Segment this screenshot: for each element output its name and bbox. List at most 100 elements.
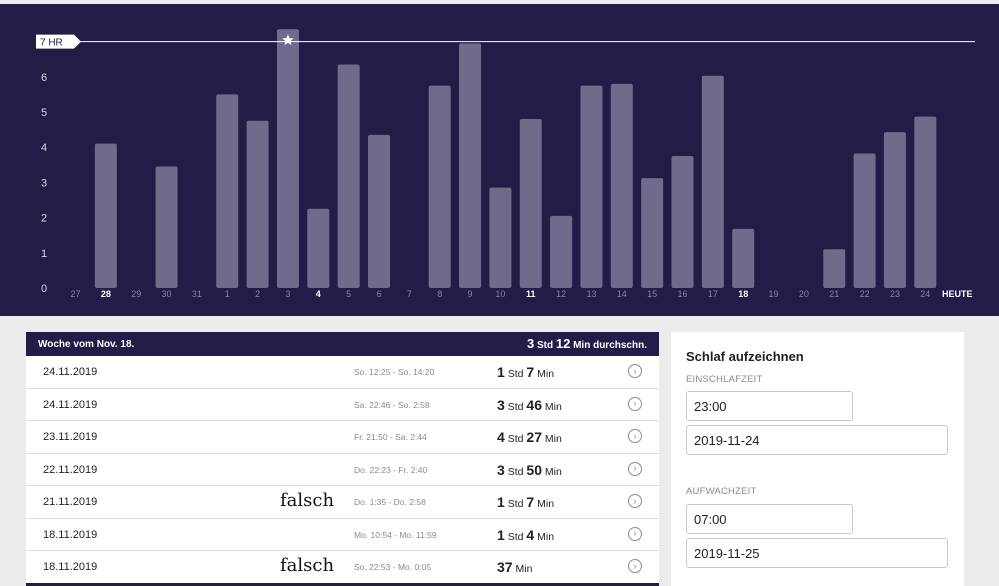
sleep-bar[interactable] (580, 85, 603, 288)
sleep-time-label: EINSCHLAFZEIT (686, 374, 763, 385)
row-minutes: 7 (526, 364, 535, 380)
chevron-right-circle-icon[interactable]: › (628, 461, 642, 476)
row-minutes-unit: Min (537, 498, 555, 510)
x-tick-label: 12 (556, 289, 566, 299)
row-duration: 1 Std 7 Min (497, 494, 554, 510)
sleep-bar[interactable] (550, 215, 573, 288)
row-hours: 4 (497, 429, 505, 445)
chevron-right-circle-icon[interactable]: › (628, 364, 642, 378)
sleep-bar[interactable] (671, 156, 694, 288)
x-tick-label: 21 (829, 289, 839, 299)
today-label: HEUTE (942, 289, 973, 299)
x-tick-label: 3 (285, 289, 290, 299)
sleep-bar[interactable] (641, 178, 664, 288)
table-row[interactable]: 22.11.2019 Do. 22:23 - Fr. 2:40 3 Std 50 M… (26, 454, 659, 486)
average-duration: 3 Std 12 Min durchschn. (527, 336, 647, 351)
row-hours: 3 (497, 396, 505, 413)
table-row[interactable]: 21.11.2019 falsch Do. 1:35 - Do. 2:58 1 Std… (26, 486, 659, 519)
sleep-bar[interactable] (216, 94, 239, 289)
sleep-date-input[interactable]: 2019-11-24 (686, 425, 948, 455)
x-tick-label: 4 (316, 289, 321, 299)
x-tick-label: 10 (495, 289, 505, 299)
goal-label: 7 HR (40, 38, 63, 49)
x-tick-label: 27 (70, 289, 80, 299)
row-minutes: 37 (497, 559, 513, 575)
row-minutes-unit: Min (515, 563, 533, 575)
row-minutes-unit: Min (537, 368, 555, 380)
sleep-bar[interactable] (489, 187, 512, 288)
x-tick-label: 22 (860, 289, 870, 299)
sleep-bar[interactable] (94, 143, 117, 288)
sleep-bar[interactable] (368, 134, 390, 288)
row-hours-unit: Std (507, 498, 524, 510)
y-tick-label: 4 (41, 142, 47, 154)
row-duration: 37 Min (497, 559, 532, 575)
row-minutes-unit: Min (544, 433, 562, 445)
wake-time-input[interactable]: 07:00 (686, 504, 853, 534)
sleep-bar[interactable] (519, 119, 542, 288)
x-tick-label: 24 (920, 289, 930, 299)
sleep-bar[interactable] (307, 208, 330, 288)
avg-minutes-unit: Min durchschn. (573, 340, 647, 351)
row-hours-unit: Std (507, 368, 524, 380)
row-date: 18.11.2019 (43, 528, 98, 541)
sleep-bar[interactable] (337, 64, 360, 288)
row-duration: 1 Std 4 Min (497, 527, 554, 543)
table-row[interactable]: 23.11.2019 Fr. 21:50 - Sa. 2:44 4 Std 27 M… (26, 421, 659, 454)
avg-hours-unit: Std (536, 340, 554, 351)
sleep-bar[interactable] (459, 43, 482, 288)
record-sleep-form: Schlaf aufzeichnen EINSCHLAFZEIT 23:00 2… (671, 332, 964, 586)
row-time-range: Do. 1:35 - Do. 2:58 (354, 497, 426, 507)
chevron-right-circle-icon[interactable]: › (628, 494, 642, 508)
sleep-bar[interactable] (610, 83, 633, 288)
sleep-bar[interactable] (246, 120, 269, 288)
sleep-bar[interactable] (428, 85, 451, 288)
row-hours: 1 (497, 364, 505, 380)
row-date: 24.11.2019 (43, 398, 98, 411)
x-tick-label: 16 (677, 289, 687, 299)
y-tick-label: 2 (41, 213, 47, 225)
row-time-range: Fr. 21:50 - Sa. 2:44 (354, 432, 427, 442)
row-minutes: 46 (526, 396, 542, 413)
sleep-bar[interactable] (823, 249, 846, 288)
table-row[interactable]: 24.11.2019 So. 12:25 - So. 14:20 1 Std 7 M… (26, 356, 659, 389)
chevron-right-circle-icon[interactable]: › (628, 429, 642, 443)
x-tick-label: 9 (468, 289, 473, 299)
sleep-bar[interactable] (732, 228, 755, 288)
wake-date-input[interactable]: 2019-11-25 (686, 538, 948, 568)
row-minutes: 7 (526, 494, 535, 510)
sleep-bar[interactable] (155, 166, 178, 288)
x-tick-label: 7 (407, 289, 412, 299)
sleep-bar[interactable] (701, 75, 724, 288)
sleep-chart: 012345667 HR2728293031123456789101112131… (0, 4, 999, 316)
avg-minutes: 12 (555, 336, 571, 351)
row-duration: 1 Std 7 Min (497, 364, 554, 380)
chevron-right-circle-icon[interactable]: › (628, 526, 642, 541)
row-date: 23.11.2019 (43, 431, 98, 443)
sleep-bar[interactable] (853, 153, 876, 288)
row-minutes-unit: Min (537, 530, 555, 543)
sleep-bar[interactable] (276, 29, 299, 289)
row-date: 24.11.2019 (43, 366, 98, 378)
row-minutes: 4 (526, 526, 535, 543)
x-tick-label: 29 (131, 289, 141, 299)
row-hours-unit: Std (507, 400, 524, 413)
sleep-bar[interactable] (914, 116, 937, 289)
row-duration: 3 Std 46 Min (497, 397, 562, 413)
row-hours: 1 (497, 526, 505, 543)
x-tick-label: 6 (376, 289, 381, 299)
table-row[interactable]: 18.11.2019 Mo. 10:54 - Mo. 11:59 1 Std 4 M… (26, 519, 659, 551)
table-rows: 24.11.2019 So. 12:25 - So. 14:20 1 Std 7 M… (26, 356, 659, 584)
sleep-bar[interactable] (883, 132, 906, 288)
x-tick-label: 11 (526, 289, 536, 299)
row-hours-unit: Std (507, 530, 524, 543)
goal-label-tag (36, 34, 81, 49)
y-tick-label: 1 (41, 248, 47, 260)
table-row[interactable]: 24.11.2019 Sa. 22:46 - So. 2:58 3 Std 46 M… (26, 389, 659, 421)
chevron-right-circle-icon[interactable]: › (628, 396, 642, 411)
table-row[interactable]: 18.11.2019 falsch So. 22:53 - Mo. 0:05 37 M… (26, 551, 659, 584)
row-time-range: Mo. 10:54 - Mo. 11:59 (354, 529, 437, 540)
y-tick-label: 6 (41, 72, 47, 84)
chevron-right-circle-icon[interactable]: › (628, 559, 642, 573)
sleep-time-input[interactable]: 23:00 (686, 391, 853, 421)
